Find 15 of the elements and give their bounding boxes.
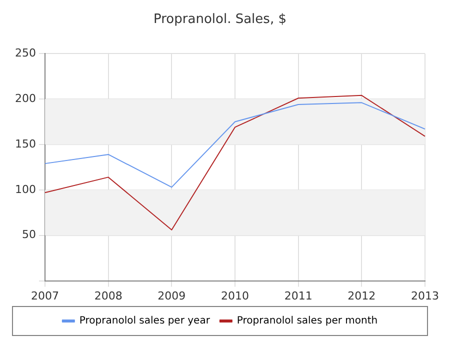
y-tick-label: 250 (14, 46, 36, 60)
y-tick-label: 200 (14, 92, 36, 105)
legend-label: Propranolol sales per year (79, 316, 211, 327)
y-tick-label: 100 (14, 182, 36, 196)
x-tick-label: 2010 (221, 289, 249, 302)
x-tick-label: 2013 (411, 289, 440, 302)
x-tick-label: 2009 (158, 289, 186, 302)
x-tick-label: 2011 (284, 289, 312, 302)
x-tick-label: 2012 (348, 289, 376, 302)
legend-label: Propranolol sales per month (236, 316, 378, 327)
x-tick-label: 2007 (30, 289, 59, 302)
chart-title: Propranolol. Sales, $ (154, 12, 286, 28)
x-tick-label: 2008 (94, 289, 122, 302)
y-tick-label: 150 (14, 137, 36, 150)
y-tick-label: 50 (22, 228, 36, 242)
